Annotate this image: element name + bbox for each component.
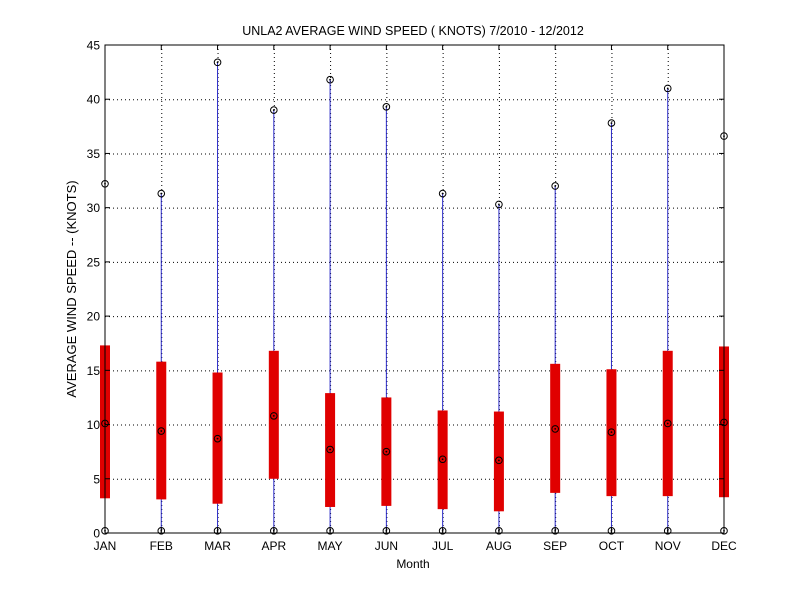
min-marker: [551, 527, 559, 535]
min-marker: [607, 527, 616, 535]
median-marker-dot: [216, 437, 219, 440]
max-marker-dot: [160, 192, 163, 195]
min-marker: [438, 527, 447, 535]
data-layer: [100, 58, 729, 535]
iqr-box: [493, 411, 504, 512]
max-marker: [438, 189, 447, 198]
median-marker: [438, 455, 447, 464]
x-tick-label: MAR: [204, 539, 231, 553]
max-marker-dot: [216, 61, 219, 64]
y-tick-label: 15: [87, 364, 101, 378]
min-marker: [495, 527, 503, 535]
max-marker-dot: [272, 109, 275, 111]
min-marker: [213, 527, 222, 535]
median-marker: [551, 425, 559, 433]
iqr-box: [268, 350, 279, 479]
plot-frame: [104, 44, 725, 534]
max-marker: [326, 75, 334, 84]
median-marker-dot: [160, 430, 163, 432]
y-tick-label: 30: [87, 201, 101, 215]
y-tick-label: 45: [87, 39, 101, 53]
y-tick-label: 40: [87, 93, 101, 107]
x-tick-label: JUN: [375, 539, 398, 553]
y-tick-label: 5: [93, 472, 100, 486]
max-marker: [663, 84, 672, 93]
median-marker-dot: [498, 459, 500, 462]
median-marker: [382, 447, 391, 456]
median-marker: [663, 419, 672, 428]
median-marker-dot: [329, 448, 331, 451]
y-tick-label: 0: [93, 527, 100, 541]
min-marker: [663, 527, 672, 535]
median-marker-dot: [610, 431, 613, 434]
y-tick-label: 35: [87, 147, 101, 161]
max-marker-dot: [554, 185, 557, 187]
min-marker: [382, 527, 391, 535]
median-marker: [607, 428, 616, 436]
median-marker: [495, 456, 503, 465]
max-marker: [157, 189, 166, 198]
max-marker: [607, 119, 616, 127]
axes: 0 5 10 15 20 25 30 35 40 45 JAN FEB MAR APR MAY JUN JUL A…: [87, 39, 737, 554]
grid: [105, 45, 724, 533]
median-marker-dot: [385, 450, 388, 453]
x-tick-label: APR: [261, 539, 286, 553]
max-marker: [382, 103, 391, 111]
x-tick-label: MAY: [318, 539, 343, 553]
x-tick-label: FEB: [150, 539, 173, 553]
x-tick-label: SEP: [543, 539, 567, 553]
median-marker-dot: [666, 422, 669, 425]
max-marker: [270, 106, 278, 114]
x-tick-label: NOV: [655, 539, 681, 553]
median-marker-dot: [272, 414, 275, 417]
x-tick-label: JAN: [94, 539, 117, 553]
max-marker-dot: [441, 192, 444, 195]
median-marker: [270, 412, 278, 420]
median-marker: [157, 427, 166, 435]
median-marker-dot: [554, 427, 557, 430]
median-marker-dot: [441, 458, 444, 461]
max-marker-dot: [385, 105, 388, 108]
min-marker: [157, 527, 166, 535]
max-marker-dot: [498, 203, 500, 206]
y-tick-label: 10: [87, 418, 101, 432]
max-marker-dot: [666, 87, 669, 90]
median-marker: [326, 445, 334, 454]
max-marker-dot: [610, 122, 613, 124]
x-tick-label: JUL: [432, 539, 454, 553]
chart-title: UNLA2 AVERAGE WIND SPEED ( KNOTS) 7/2010…: [242, 24, 584, 38]
max-marker-dot: [329, 78, 331, 81]
min-marker: [270, 527, 278, 535]
max-marker: [495, 200, 503, 209]
y-tick-label: 20: [87, 310, 101, 324]
max-marker: [213, 58, 222, 67]
min-marker: [326, 527, 334, 535]
y-axis-label: AVERAGE WIND SPEED -- (KNOTS): [64, 180, 79, 397]
median-marker: [213, 434, 222, 443]
x-tick-label: DEC: [711, 539, 737, 553]
max-marker: [551, 182, 559, 190]
x-tick-label: OCT: [599, 539, 625, 553]
y-tick-label: 25: [87, 255, 101, 269]
x-axis-label: Month: [396, 557, 429, 571]
x-tick-label: AUG: [486, 539, 512, 553]
